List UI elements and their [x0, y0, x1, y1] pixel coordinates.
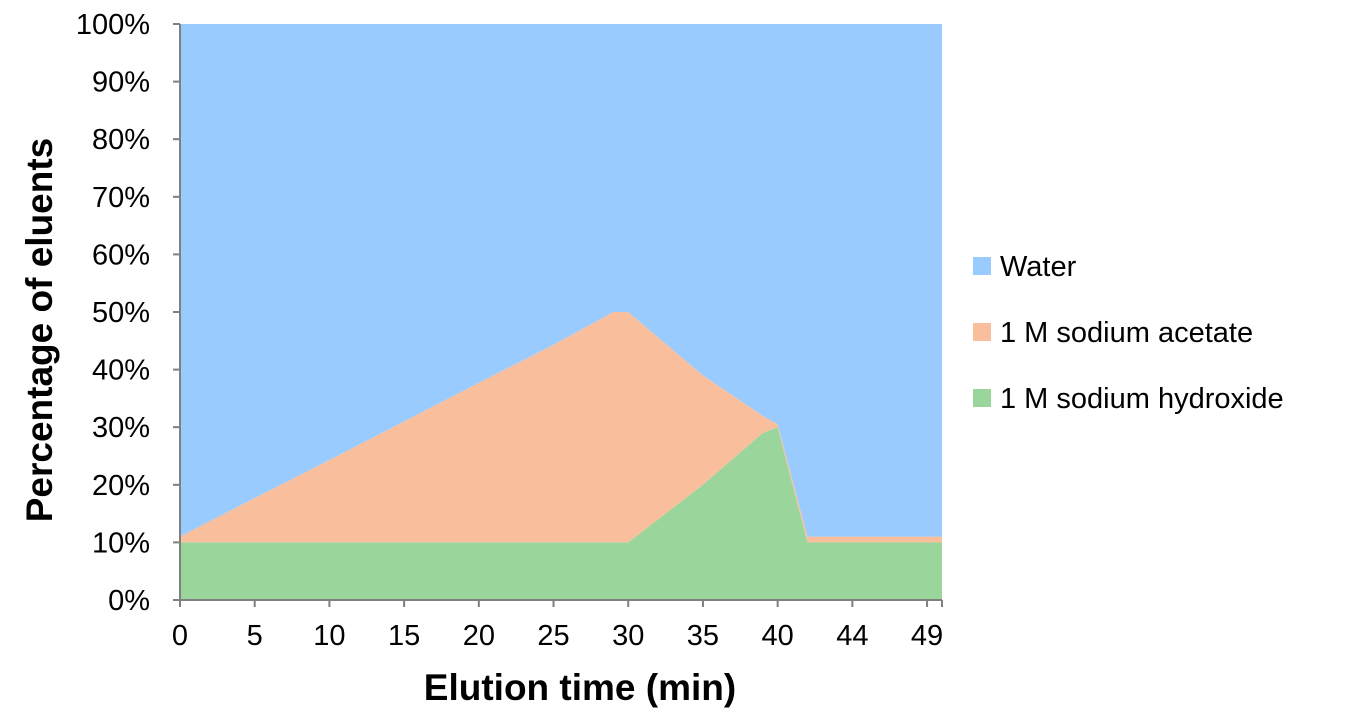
x-tick-label: 25: [537, 620, 569, 652]
legend-swatch-1-m-sodium-acetate: [973, 323, 991, 341]
y-tick-label: 60%: [92, 239, 150, 271]
x-tick-label: 15: [388, 620, 420, 652]
legend-label-1-m-sodium-hydroxide: 1 M sodium hydroxide: [1000, 383, 1284, 415]
y-axis-ticks: 0% 10% 20% 30% 40% 50% 60% 70% 80% 90% 100%: [76, 9, 180, 617]
y-tick-label: 90%: [92, 67, 150, 99]
legend-swatch-1-m-sodium-hydroxide: [973, 389, 991, 407]
legend: Water 1 M sodium acetate 1 M sodium hydrox…: [973, 251, 1284, 415]
x-axis-ticks: 0 5 10 15 20 25 30 35 40 44 49: [172, 600, 943, 652]
legend-label-water: Water: [1000, 251, 1077, 283]
x-axis-title: Elution time (min): [424, 667, 736, 708]
x-tick-label: 35: [687, 620, 719, 652]
area-water: [180, 24, 942, 537]
legend-swatch-water: [973, 257, 991, 275]
y-tick-label: 70%: [92, 182, 150, 214]
x-tick-label: 0: [172, 620, 188, 652]
y-tick-label: 10%: [92, 527, 150, 559]
x-tick-label: 40: [762, 620, 794, 652]
y-tick-label: 30%: [92, 412, 150, 444]
x-tick-label: 30: [612, 620, 644, 652]
plot-areas: [180, 24, 942, 600]
x-tick-label: 49: [911, 620, 943, 652]
x-tick-label: 5: [247, 620, 263, 652]
y-tick-label: 100%: [76, 9, 150, 41]
y-tick-label: 40%: [92, 355, 150, 387]
x-tick-label: 10: [313, 620, 345, 652]
area-1-m-sodium-acetate: [180, 312, 942, 543]
y-tick-label: 20%: [92, 470, 150, 502]
y-tick-label: 80%: [92, 124, 150, 156]
y-axis-title: Percentage of eluents: [19, 138, 60, 523]
y-tick-label: 50%: [92, 297, 150, 329]
y-tick-label: 0%: [108, 585, 150, 617]
x-tick-label: 44: [836, 620, 868, 652]
x-tick-label: 20: [463, 620, 495, 652]
area-1-m-sodium-hydroxide: [180, 427, 942, 600]
legend-label-1-m-sodium-acetate: 1 M sodium acetate: [1000, 317, 1253, 349]
